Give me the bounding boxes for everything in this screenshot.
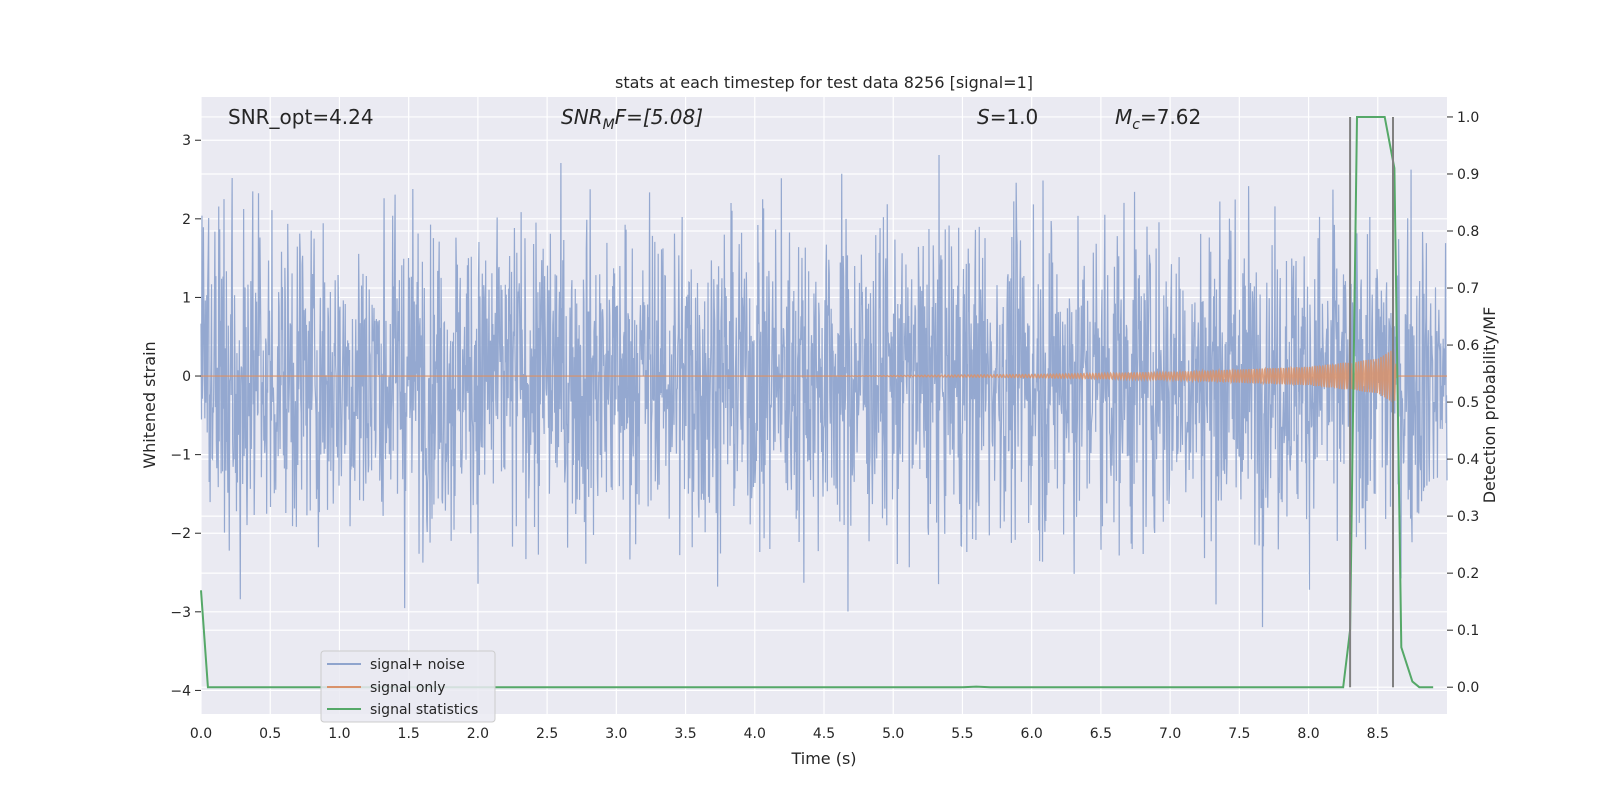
- y-right-tick-labels: 0.0 0.1 0.2 0.3 0.4 0.5 0.6 0.7 0.8 0.9 1.0: [1447, 110, 1479, 696]
- y-right-tick-4: 0.4: [1457, 452, 1479, 468]
- x-tick-7: 3.5: [674, 726, 696, 742]
- annotation-mc: Mc=7.62: [1115, 105, 1201, 133]
- y-right-tick-6: 0.6: [1457, 338, 1479, 354]
- x-tick-6: 3.0: [605, 726, 627, 742]
- signal-statistics-layer: [200, 115, 1434, 689]
- x-tick-2: 1.0: [328, 726, 350, 742]
- y-right-tick-5: 0.5: [1457, 395, 1479, 411]
- legend-label-signal-only: signal only: [370, 680, 445, 696]
- signal-noise-layer: [200, 155, 1448, 628]
- y-right-tick-2: 0.2: [1457, 566, 1479, 582]
- legend-label-signal-statistics: signal statistics: [370, 702, 478, 718]
- y-right-tick-8: 0.8: [1457, 224, 1479, 240]
- legend-label-signal-noise: signal+ noise: [370, 657, 465, 673]
- y-right-tick-3: 0.3: [1457, 509, 1479, 525]
- y-left-tick-0: −4: [170, 683, 191, 699]
- y-left-axis-label: Whitened strain: [140, 341, 159, 468]
- x-tick-12: 6.0: [1021, 726, 1043, 742]
- series-signal-statistics: [200, 115, 1434, 689]
- x-tick-3: 1.5: [398, 726, 420, 742]
- y-left-tick-1: −3: [170, 605, 191, 621]
- y-right-tick-0: 0.0: [1457, 680, 1479, 696]
- x-tick-11: 5.5: [951, 726, 973, 742]
- annotation-s: S=1.0: [977, 105, 1038, 129]
- x-tick-1: 0.5: [259, 726, 281, 742]
- x-tick-10: 5.0: [882, 726, 904, 742]
- chart-title: stats at each timestep for test data 825…: [615, 73, 1033, 92]
- y-left-tick-2: −2: [170, 526, 191, 542]
- x-tick-14: 7.0: [1159, 726, 1181, 742]
- y-right-tick-1: 0.1: [1457, 623, 1479, 639]
- annotation-snr-opt: SNR_opt=4.24: [228, 105, 374, 129]
- y-left-tick-7: 3: [182, 133, 191, 149]
- series-signal-noise: [200, 155, 1448, 628]
- legend-box: [320, 650, 496, 723]
- y-left-tick-5: 1: [182, 290, 191, 306]
- x-axis-label: Time (s): [790, 749, 856, 768]
- annotation-snr-mf: SNRMF=[5.08]: [561, 105, 703, 133]
- x-tick-9: 4.5: [813, 726, 835, 742]
- x-tick-0: 0.0: [190, 726, 212, 742]
- y-left-tick-4: 0: [182, 369, 191, 385]
- vertical-lines: [1349, 116, 1395, 688]
- x-tick-5: 2.5: [536, 726, 558, 742]
- signal-only-layer: [201, 349, 1447, 403]
- legend: signal+ noise signal only signal statist…: [320, 650, 496, 723]
- y-left-tick-3: −1: [170, 448, 191, 464]
- x-tick-13: 6.5: [1090, 726, 1112, 742]
- y-right-tick-9: 0.9: [1457, 167, 1479, 183]
- y-right-tick-10: 1.0: [1457, 110, 1479, 126]
- x-tick-8: 4.0: [744, 726, 766, 742]
- x-tick-16: 8.0: [1297, 726, 1319, 742]
- x-tick-4: 2.0: [467, 726, 489, 742]
- x-tick-labels: 0.0 0.5 1.0 1.5 2.0 2.5 3.0 3.5 4.0 4.5 5.0 5.5 6.0 6…: [190, 726, 1389, 742]
- y-right-axis-label: Detection probability/MF: [1480, 307, 1499, 504]
- x-tick-17: 8.5: [1367, 726, 1389, 742]
- series-signal-only: [201, 349, 1447, 403]
- x-tick-15: 7.5: [1228, 726, 1250, 742]
- y-left-tick-labels: −4 −3 −2 −1 0 1 2 3: [170, 133, 201, 699]
- y-left-tick-6: 2: [182, 212, 191, 228]
- y-right-tick-7: 0.7: [1457, 281, 1479, 297]
